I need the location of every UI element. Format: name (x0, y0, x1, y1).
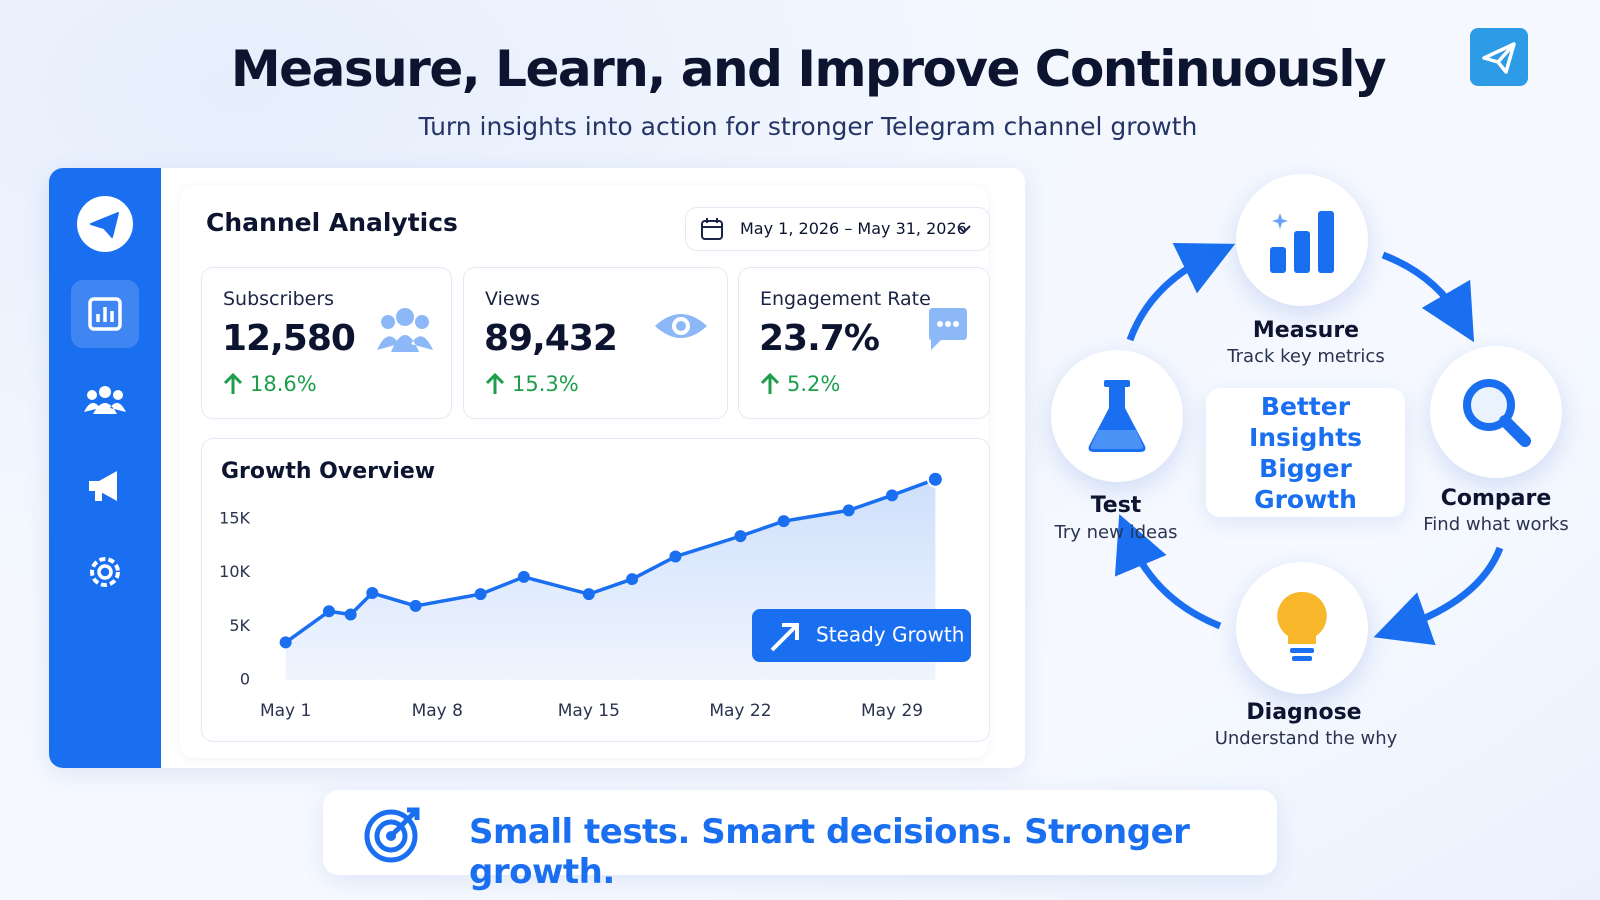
point (474, 588, 487, 601)
badge-bg (752, 609, 971, 662)
stat-card: Views 89,432 15.3% (463, 267, 728, 419)
x-tick-label: May 22 (709, 701, 771, 721)
stat-label: Views (485, 288, 540, 310)
point (322, 605, 335, 618)
step-subtitle: Track key metrics (1227, 346, 1385, 367)
badge-icon (770, 623, 799, 652)
step-icon (1051, 350, 1183, 482)
step-title: Diagnose (1246, 700, 1362, 725)
stat-change: 5.2% (787, 372, 841, 396)
stat-change: 15.3% (512, 372, 579, 396)
y-tick-label: 5K (229, 616, 250, 635)
annotation-badge: Steady Growth (752, 609, 971, 662)
x-tick-label: May 29 (861, 701, 923, 721)
step-subtitle: Understand the why (1214, 728, 1398, 749)
annotation: Steady Growth (816, 623, 964, 647)
stat-card: Engagement Rate 23.7% 5.2% (738, 267, 990, 419)
stat-value: 23.7% (759, 318, 880, 359)
nav-analytics[interactable] (71, 280, 139, 348)
step-title: Test (1090, 493, 1142, 518)
x-tick-label: May 15 (558, 701, 620, 721)
page-subtitle: Turn insights into action for stronger T… (418, 112, 1198, 141)
cycle-arrows (1114, 242, 1504, 646)
point (669, 550, 682, 563)
nav-home[interactable] (71, 190, 139, 258)
center-line: Better (1260, 391, 1351, 421)
step-icon (1236, 174, 1368, 306)
stat-value: 12,580 (222, 318, 356, 359)
center-line: Bigger Growth (1254, 453, 1357, 514)
date-range: May 1, 2026 – May 31, 2026 (740, 219, 967, 238)
nav-audience[interactable] (71, 366, 139, 434)
stat-value: 89,432 (484, 318, 618, 359)
step-title: Measure (1252, 318, 1360, 343)
x-tick-label: May 1 (260, 701, 311, 721)
step-title: Compare (1440, 486, 1552, 511)
tagline: Small tests. Smart decisions. Stronger g… (469, 812, 1190, 892)
center-message: Better Insights Bigger Growth (1206, 388, 1405, 517)
stat-card: Subscribers 12,580 18.6% (201, 267, 452, 419)
stat-label: Engagement Rate (760, 288, 931, 310)
brand-logo (1470, 28, 1528, 86)
step-icon (1236, 562, 1368, 694)
y-tick-label: 15K (219, 508, 250, 527)
step-icon (1430, 346, 1562, 478)
point (279, 636, 292, 649)
center-line: Insights (1248, 422, 1363, 452)
date-picker[interactable]: May 1, 2026 – May 31, 2026 (685, 207, 990, 251)
y-tick-label: 0 (240, 670, 250, 689)
point (366, 587, 379, 600)
point (582, 588, 595, 601)
y-tick-label: 10K (219, 562, 250, 581)
stat-change: 18.6% (250, 372, 317, 396)
page-title: Measure, Learn, and Improve Continuously (230, 40, 1387, 98)
point (517, 570, 530, 583)
panel-title: Channel Analytics (206, 208, 458, 237)
stat-label: Subscribers (223, 288, 335, 310)
step-subtitle: Try new ideas (1054, 522, 1178, 543)
point (734, 530, 747, 543)
point (344, 608, 357, 621)
step-subtitle: Find what works (1423, 514, 1569, 535)
footer-banner: Small tests. Smart decisions. Stronger g… (323, 790, 1277, 892)
point (842, 504, 855, 517)
point (409, 599, 422, 612)
nav-promote[interactable] (71, 452, 139, 520)
sidebar (49, 168, 161, 768)
x-tick-label: May 8 (412, 701, 463, 721)
point (777, 515, 790, 528)
point (886, 489, 899, 502)
chart-title: Growth Overview (221, 459, 435, 484)
point (626, 573, 639, 586)
nav-settings[interactable] (71, 538, 139, 606)
point (926, 470, 944, 488)
